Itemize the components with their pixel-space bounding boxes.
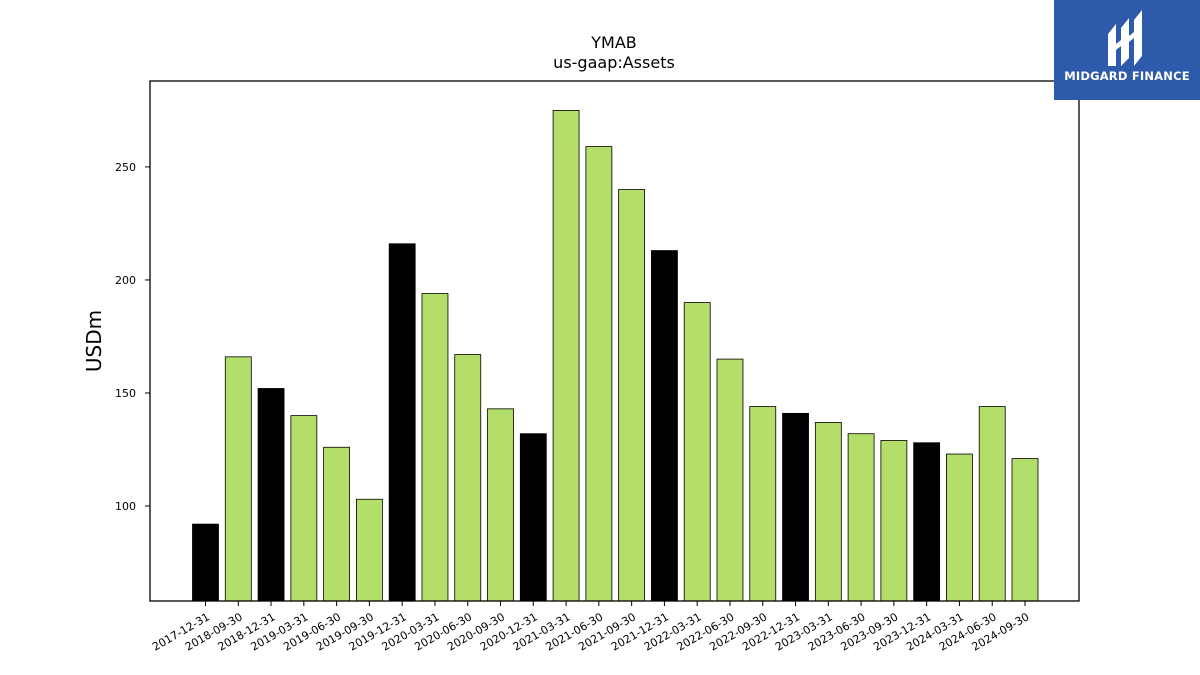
chart-title: YMAB [590, 33, 637, 52]
bar-2019-12-31 [388, 243, 416, 602]
bar-2022-03-31 [683, 302, 711, 602]
bar-2024-09-30 [1011, 458, 1039, 602]
bar-2023-09-30 [880, 440, 908, 602]
bar-2021-03-31 [552, 109, 580, 602]
bar-2020-03-31 [421, 293, 449, 602]
bar-2019-03-31 [290, 415, 318, 602]
chart-subtitle: us-gaap:Assets [553, 53, 675, 72]
bar-2017-12-31 [192, 523, 219, 602]
bar-2020-09-30 [487, 408, 514, 602]
bar-2021-09-30 [618, 189, 646, 602]
bar-2022-12-31 [782, 412, 809, 602]
bar-2023-12-31 [913, 442, 941, 602]
bar-2018-12-31 [257, 388, 285, 602]
midgard-logo-icon [1108, 10, 1142, 66]
bar-2024-03-31 [946, 453, 973, 602]
y-tick-label: 100 [115, 500, 136, 513]
bar-2020-06-30 [454, 354, 482, 602]
y-axis-label: USDm [82, 310, 106, 372]
y-tick-label: 250 [115, 161, 136, 174]
bar-2021-06-30 [585, 146, 613, 602]
bar-2019-06-30 [323, 446, 351, 602]
brand-logo: MIDGARD FINANCE [1054, 0, 1200, 100]
bar-2022-09-30 [749, 406, 777, 602]
plot-frame [149, 80, 1080, 602]
bar-2022-06-30 [716, 358, 744, 602]
brand-name: MIDGARD FINANCE [1064, 69, 1190, 83]
y-tick-label: 150 [115, 387, 136, 400]
y-axis-ticks: 100 150 200 250 [115, 161, 150, 513]
bar-2018-09-30 [224, 356, 252, 602]
y-tick-label: 200 [115, 274, 136, 287]
bar-2019-09-30 [355, 498, 383, 602]
x-axis-ticks: 2017-12-312018-09-302018-12-312019-03-31… [150, 601, 1032, 654]
bar-2021-12-31 [651, 250, 678, 602]
bar-2023-06-30 [847, 433, 875, 602]
bar-2023-03-31 [814, 421, 842, 602]
bars-group [192, 109, 1039, 602]
bar-2024-06-30 [978, 406, 1006, 602]
bar-2020-12-31 [519, 433, 547, 602]
